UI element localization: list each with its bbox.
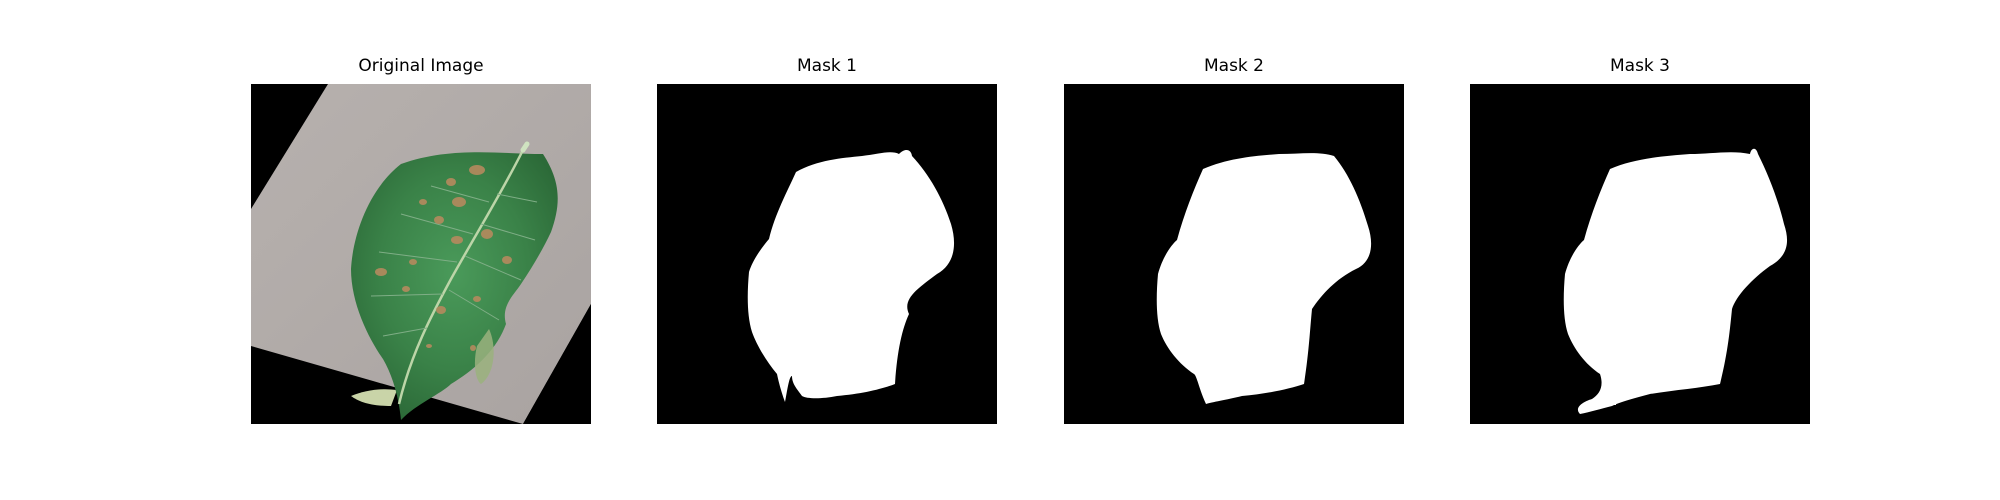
mask-3-shape <box>1563 148 1788 414</box>
panel-title: Mask 1 <box>796 56 857 76</box>
original-leaf-photo <box>251 84 591 424</box>
mask-1-image <box>657 84 997 424</box>
mask-2-shape <box>1156 153 1372 404</box>
mask-3-image <box>1470 84 1810 424</box>
mask-2-image <box>1064 84 1404 424</box>
mask-1-shape <box>747 150 955 402</box>
panel-title: Original Image <box>358 56 484 76</box>
panel-title: Mask 2 <box>1203 56 1264 76</box>
panel-title: Mask 3 <box>1609 56 1670 76</box>
